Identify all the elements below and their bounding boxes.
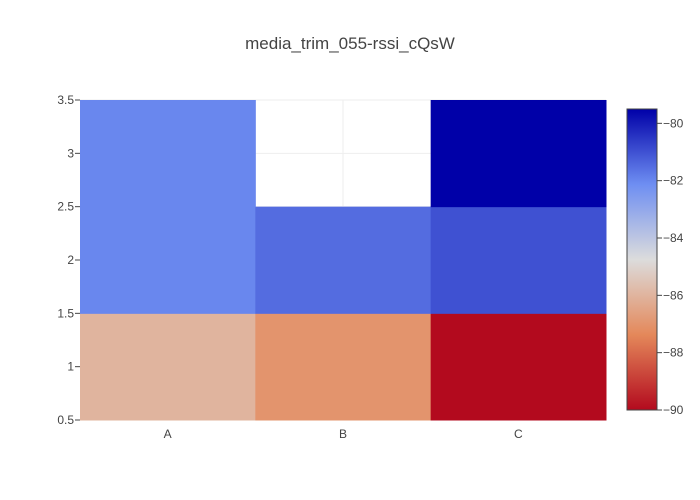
y-tick-label: 3 bbox=[67, 146, 74, 160]
colorbar-tick-label: −86 bbox=[663, 288, 684, 302]
colorbar-tick-label: −82 bbox=[663, 174, 684, 188]
chart-title: media_trim_055-rssi_cQsW bbox=[245, 34, 455, 53]
y-tick-label: 1 bbox=[67, 360, 74, 374]
x-tick-label: C bbox=[514, 427, 523, 441]
colorbar-tick-label: −80 bbox=[663, 116, 684, 130]
y-tick-label: 2.5 bbox=[57, 200, 74, 214]
y-tick-label: 1.5 bbox=[57, 306, 74, 320]
x-tick-label: A bbox=[164, 427, 172, 441]
heatmap-cell bbox=[255, 206, 432, 314]
heatmap-cell bbox=[255, 313, 432, 421]
y-axis: 0.5 1 1.5 2 2.5 3 3.5 bbox=[57, 93, 80, 427]
y-tick-label: 0.5 bbox=[57, 413, 74, 427]
heatmap-cell bbox=[80, 313, 256, 421]
heatmap-cell bbox=[430, 206, 607, 314]
colorbar: −80 −82 −84 −86 −88 −90 bbox=[626, 108, 684, 417]
x-tick-label: B bbox=[339, 427, 347, 441]
colorbar-tick-label: −90 bbox=[663, 403, 684, 417]
heatmap-cell bbox=[430, 313, 607, 421]
plot-area bbox=[80, 99, 607, 421]
heatmap-cell bbox=[430, 100, 607, 208]
colorbar-tick-label: −84 bbox=[663, 231, 684, 245]
y-tick-label: 2 bbox=[67, 253, 74, 267]
heatmap-cell bbox=[80, 206, 256, 314]
heatmap-cell bbox=[80, 100, 256, 208]
colorbar-tick-label: −88 bbox=[663, 346, 684, 360]
colorbar-gradient bbox=[626, 108, 658, 411]
y-tick-label: 3.5 bbox=[57, 93, 74, 107]
x-axis: A B C bbox=[164, 427, 523, 441]
